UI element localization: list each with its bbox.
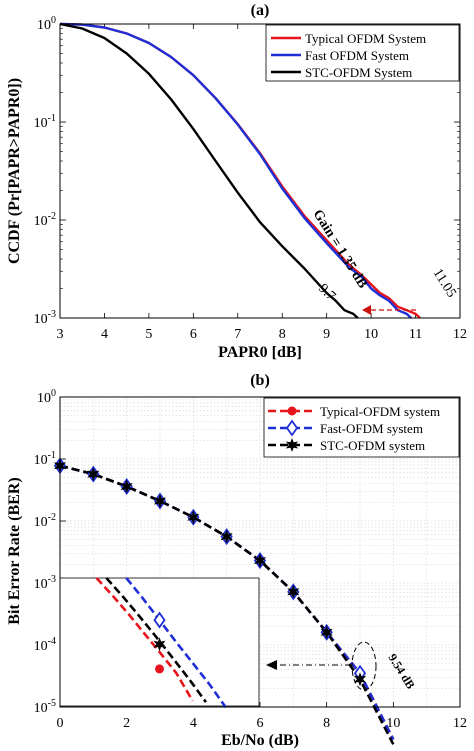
chart-b-legend: Typical-OFDM system Fast-OFDM system STC… [263,397,460,458]
chart-a-xtick-label: 10 [364,327,378,342]
chart-b-xtick-label: 4 [190,716,197,731]
chart-a-xtick-label: 12 [453,327,467,342]
chart-b-point-s3 [253,553,267,568]
chart-b-ytick-label: 10-3 [34,574,56,592]
chart-a-xtick-label: 5 [145,327,152,342]
inset-zoom [59,577,260,709]
chart-a-ytick-label: 10-2 [34,211,56,229]
chart-b-point-s3 [120,479,133,494]
legend-b-marker-2 [285,419,299,437]
chart-b-point-s3 [320,625,333,640]
gain-arrow-head [362,305,371,315]
chart-b-ytick-label: 10-5 [34,698,56,716]
chart-a-xtick-label: 9 [323,327,330,342]
chart-b-title: (b) [250,372,270,389]
chart-a-xtick-label: 3 [57,327,64,342]
inset-series-line-3 [105,577,207,703]
chart-b-xtick-label: 8 [323,716,330,731]
chart-b-ylabel: Bit Error Rate (BER) [6,477,23,624]
legend-b-label-2: Fast-OFDM system [320,421,423,436]
chart-a-legend: Typical OFDM System Fast OFDM System STC… [265,24,460,82]
legend-b-label-1: Typical-OFDM system [320,404,440,419]
chart-b-xtick-label: 2 [123,716,130,731]
chart-a-xtick-label: 7 [234,327,241,342]
legend-a-label-3: STC-OFDM System [305,65,412,80]
chart-a-title: (a) [251,2,270,19]
inset-series-line-1 [95,577,194,702]
chart-a-series-line-2 [59,22,412,319]
chart-b-xtick-label: 0 [57,716,64,731]
chart-b-xtick-label: 10 [386,716,400,731]
chart-b-point-s3 [287,584,300,599]
chart-b-ytick-label: 10-4 [34,636,56,654]
chart-a-ytick-label: 10-1 [34,113,56,131]
chart-b-ytick-label: 100 [37,388,56,406]
chart-b-xtick-label: 6 [257,716,264,731]
chart-a-frame [59,23,461,319]
legend-b-marker-1 [287,406,297,416]
arrow-b-head [266,660,277,670]
chart-b-ytick-label: 10-1 [34,450,56,468]
chart-b-point-s3 [87,467,100,482]
ellipse-marker [351,641,377,691]
inset-point-3 [153,637,166,652]
chart-a-xtick-label: 8 [279,327,286,342]
inset-point-1 [155,664,164,674]
inset-point-2 [153,611,166,629]
chart-a-xtick-label: 11 [409,327,422,342]
chart-a-xlabel: PAPR0 [dB] [218,344,302,361]
chart-a-xtick-label: 4 [101,327,108,342]
chart-b-xlabel: Eb/No (dB) [221,732,299,749]
inset-series-line-2 [125,577,227,709]
chart-b-point-s3 [353,672,367,687]
chart-b-point-s3 [220,529,233,544]
chart-b-point-s3 [187,510,200,525]
chart-a-ytick-label: 10-3 [34,309,56,327]
chart-a-ytick-label: 100 [37,15,56,33]
legend-b-marker-3 [285,438,299,452]
legend-a-label-1: Typical OFDM System [305,31,426,46]
legend-a-label-2: Fast OFDM System [305,48,409,63]
legend-b-label-3: STC-OFDM system [320,438,425,453]
chart-b-xtick-label: 12 [453,716,467,731]
chart-a-ylabel: CCDF (Pr[PAPR>PAPR0]) [6,78,23,264]
chart-b-ytick-label: 10-2 [34,512,56,530]
chart-a-xtick-label: 6 [190,327,197,342]
chart-a-series-line-3 [59,22,359,319]
chart-b-point-s3 [153,494,167,508]
chart-b-frame [59,396,461,708]
